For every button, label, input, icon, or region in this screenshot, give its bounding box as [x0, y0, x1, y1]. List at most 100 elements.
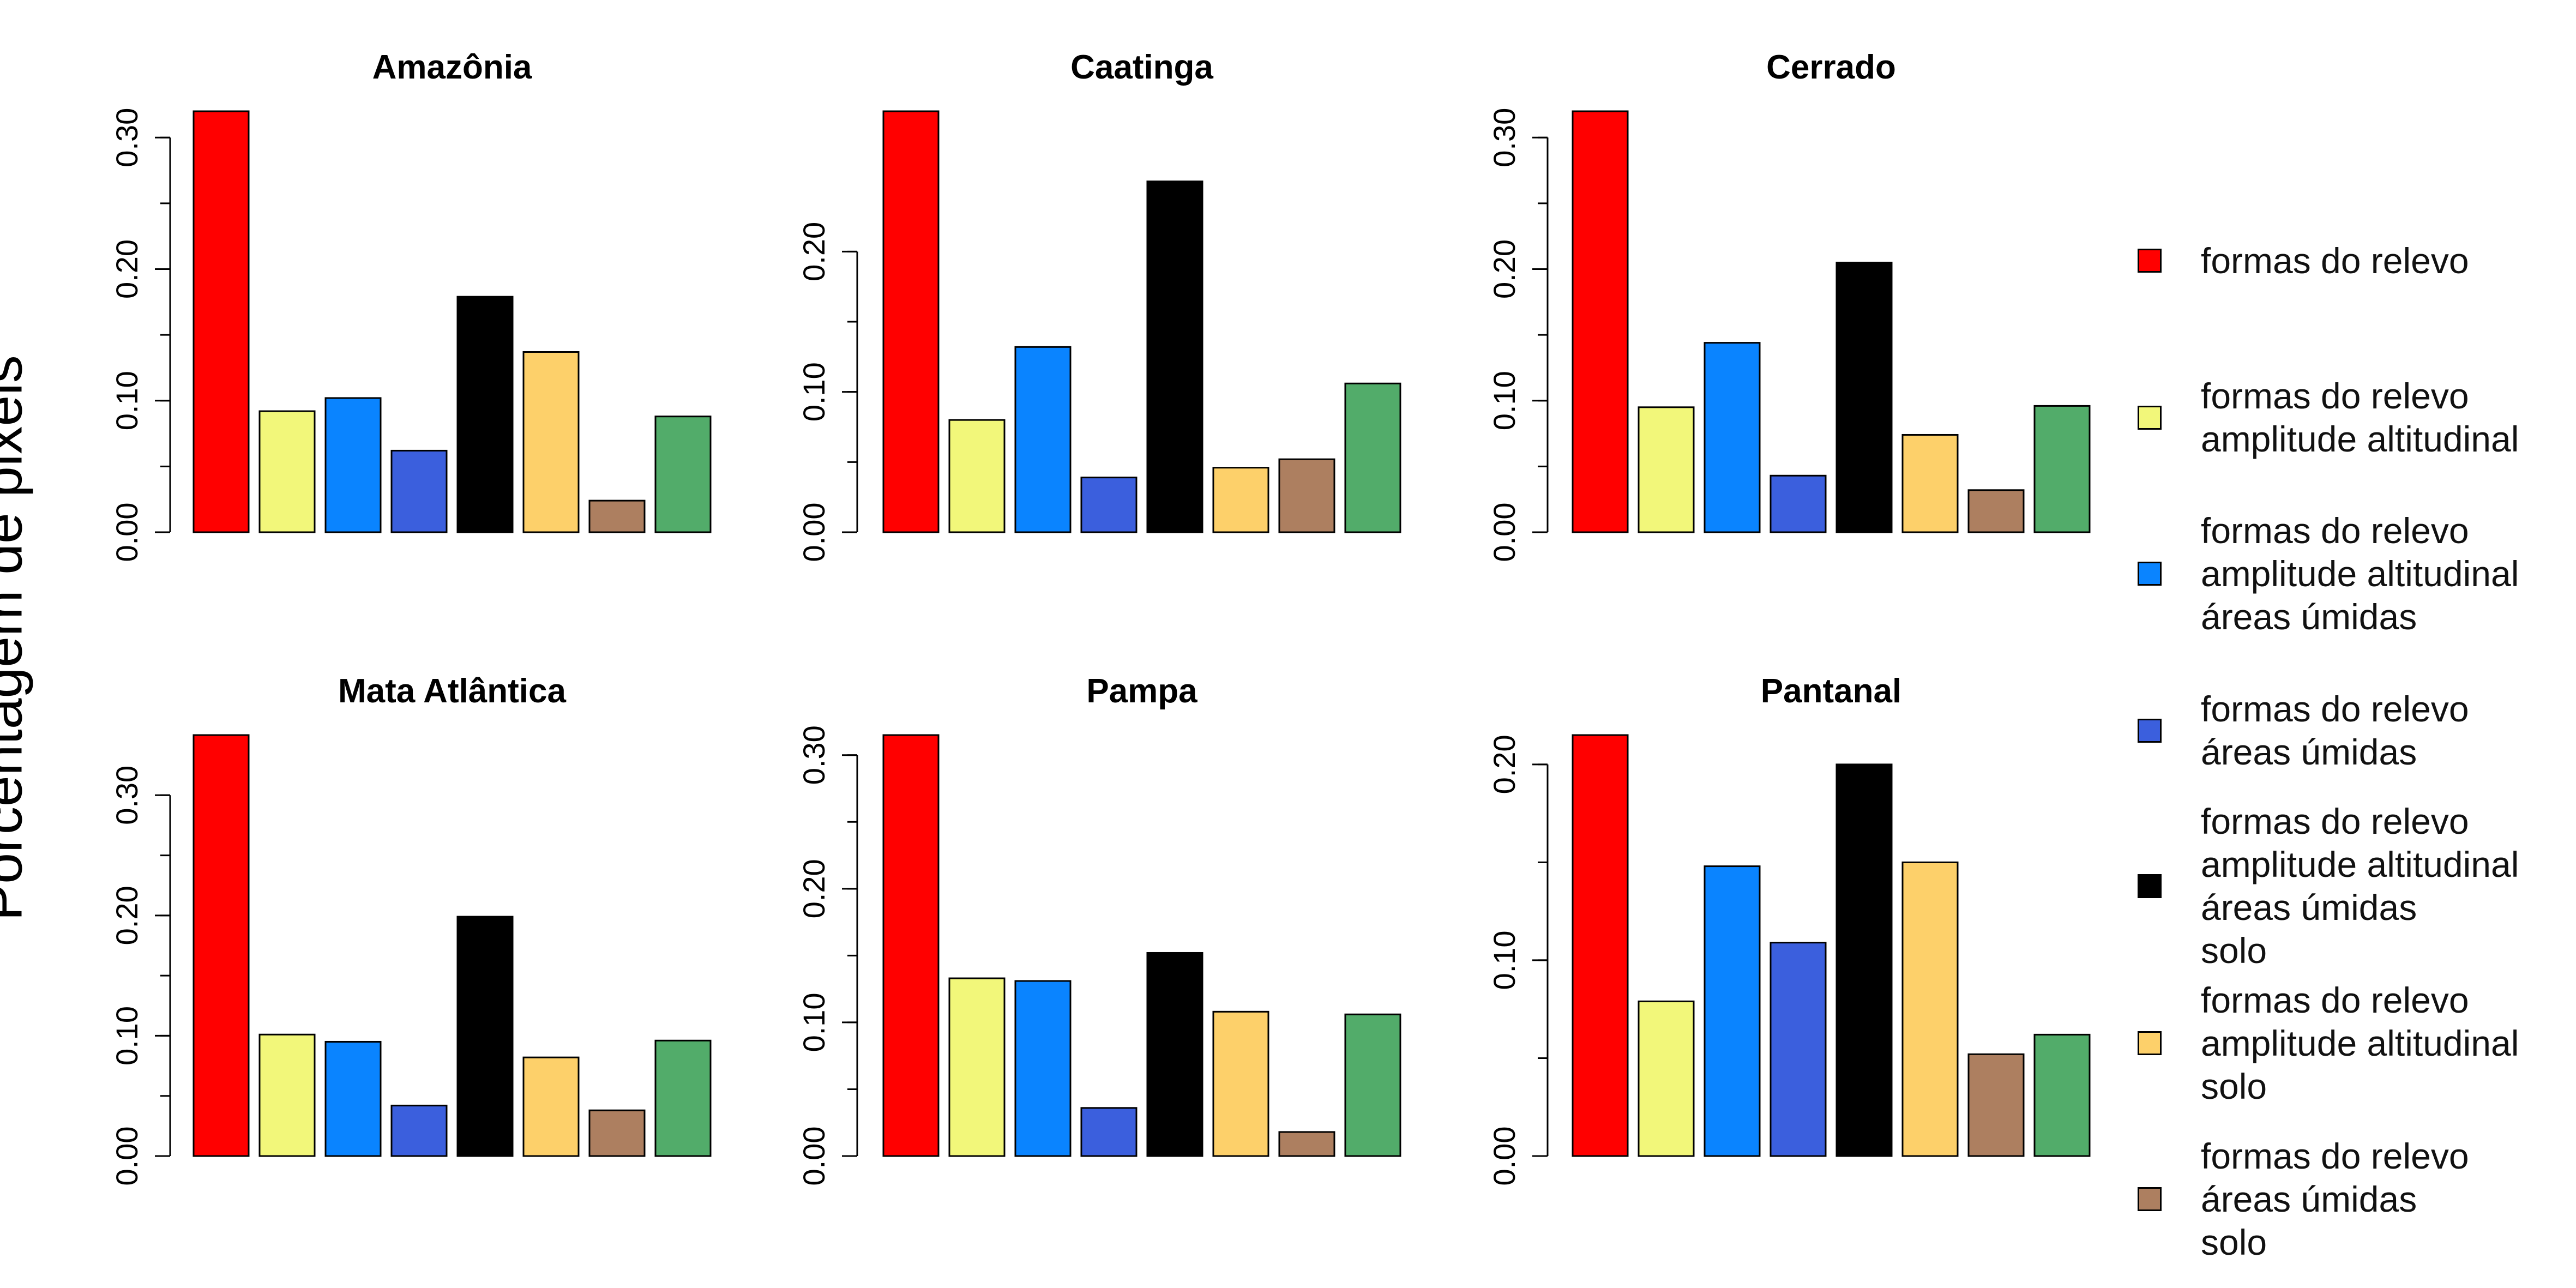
bar-cerrado-2 [1638, 406, 1695, 533]
panel-title-amaz-nia: Amazônia [372, 49, 532, 86]
bar-caatinga-5 [1146, 180, 1203, 533]
bar-cerrado-7 [1967, 489, 2025, 533]
y-tick-label: 0.20 [1487, 735, 1521, 794]
legend-swatch [2138, 1031, 2162, 1055]
y-tick-label: 0.00 [1487, 1127, 1521, 1186]
y-tick-label: 0.20 [797, 222, 831, 281]
y-tick-label: 0.20 [1487, 239, 1521, 299]
legend-label-line: solo [2201, 930, 2267, 971]
legend-label-line: formas do relevo [2201, 801, 2469, 841]
bar-caatinga-8 [1344, 382, 1401, 533]
bar-pantanal-6 [1901, 861, 1959, 1157]
bar-amaz-nia-3 [324, 397, 382, 533]
y-tick-label: 0.20 [110, 886, 144, 945]
legend-label-line: formas do relevo [2201, 1135, 2469, 1176]
panel-title-pampa: Pampa [1086, 672, 1197, 710]
y-tick-label: 0.00 [110, 503, 144, 562]
bar-mata-atl-ntica-1 [192, 734, 250, 1157]
legend-label-line: formas do relevo [2201, 376, 2469, 416]
legend-swatch [2138, 874, 2162, 898]
y-tick-label: 0.10 [1487, 930, 1521, 990]
bar-mata-atl-ntica-6 [522, 1056, 580, 1157]
legend-label-line: solo [2201, 1066, 2267, 1106]
bar-caatinga-2 [948, 419, 1006, 533]
bar-pantanal-1 [1572, 734, 1629, 1157]
y-tick-label: 0.20 [797, 859, 831, 918]
legend-swatch [2138, 1187, 2162, 1211]
bar-mata-atl-ntica-5 [456, 916, 514, 1157]
bar-pampa-6 [1212, 1010, 1269, 1157]
bar-mata-atl-ntica-3 [324, 1040, 382, 1157]
bar-cerrado-1 [1572, 110, 1629, 533]
legend-label-line: amplitude altitudinal [2201, 419, 2519, 459]
legend-label-line: áreas úmidas [2201, 596, 2417, 637]
bar-pantanal-7 [1967, 1053, 2025, 1157]
y-tick-label: 0.30 [1487, 108, 1521, 167]
legend-label-line: amplitude altitudinal [2201, 844, 2519, 884]
bar-caatinga-3 [1014, 346, 1072, 533]
legend-label: formas do relevo áreas úmidas solo [2201, 1135, 2469, 1264]
y-tick-label: 0.10 [797, 992, 831, 1052]
panel-title-cerrado: Cerrado [1766, 49, 1896, 86]
bar-cerrado-4 [1770, 474, 1827, 533]
bar-pantanal-8 [2033, 1033, 2091, 1157]
panel-title-mata-atl-ntica: Mata Atlântica [338, 672, 567, 710]
legend-label: formas do relevo áreas úmidas [2201, 688, 2469, 774]
legend-label-line: áreas úmidas [2201, 1178, 2417, 1219]
panel-title-pantanal: Pantanal [1761, 672, 1901, 710]
bar-pantanal-4 [1770, 942, 1827, 1157]
legend-label-line: formas do relevo [2201, 689, 2469, 729]
legend-swatch [2138, 406, 2162, 430]
bar-pantanal-2 [1638, 1000, 1695, 1157]
bar-amaz-nia-7 [588, 499, 646, 533]
y-tick-label: 0.30 [110, 108, 144, 167]
legend-label-line: amplitude altitudinal [2201, 1022, 2519, 1063]
bar-caatinga-1 [882, 110, 940, 533]
panel-title-caatinga: Caatinga [1070, 49, 1213, 86]
bar-pampa-2 [948, 977, 1006, 1157]
bar-pampa-7 [1278, 1131, 1335, 1157]
bar-pampa-3 [1014, 980, 1072, 1157]
bar-amaz-nia-4 [390, 449, 448, 533]
legend-label-line: formas do relevo [2201, 510, 2469, 551]
bar-amaz-nia-2 [258, 410, 316, 533]
bar-pampa-4 [1080, 1107, 1137, 1157]
bar-mata-atl-ntica-2 [258, 1033, 316, 1157]
bar-amaz-nia-1 [192, 110, 250, 533]
legend-label-line: áreas úmidas [2201, 887, 2417, 928]
legend-swatch [2138, 249, 2162, 273]
y-tick-label: 0.10 [110, 1006, 144, 1066]
bar-pampa-5 [1146, 952, 1203, 1157]
legend-swatch [2138, 562, 2162, 586]
y-tick-label: 0.00 [797, 1127, 831, 1186]
legend-label: formas do relevo amplitude altitudinal áre… [2201, 509, 2519, 639]
bar-amaz-nia-5 [456, 296, 514, 533]
legend-label: formas do relevo amplitude altitudinal [2201, 375, 2519, 461]
legend-label-line: formas do relevo [2201, 979, 2469, 1020]
legend-label-line: formas do relevo [2201, 240, 2469, 281]
bar-cerrado-8 [2033, 405, 2091, 533]
bar-pantanal-5 [1835, 763, 1893, 1157]
bar-pantanal-3 [1704, 865, 1761, 1157]
bar-amaz-nia-8 [654, 416, 712, 533]
bar-mata-atl-ntica-8 [654, 1039, 712, 1157]
legend-label-line: solo [2201, 1221, 2267, 1262]
legend-label-line: amplitude altitudinal [2201, 553, 2519, 594]
bar-caatinga-7 [1278, 458, 1335, 533]
y-axis-label-text: Porcentagem de pixels [0, 355, 34, 921]
bar-mata-atl-ntica-4 [390, 1104, 448, 1157]
y-tick-label: 0.00 [797, 503, 831, 562]
legend-label-line: áreas úmidas [2201, 732, 2417, 772]
y-tick-label: 0.00 [110, 1127, 144, 1186]
bar-pampa-8 [1344, 1013, 1401, 1157]
y-tick-label: 0.20 [110, 239, 144, 299]
bar-caatinga-6 [1212, 467, 1269, 533]
y-tick-label: 0.10 [1487, 371, 1521, 430]
legend-swatch [2138, 719, 2162, 743]
y-tick-label: 0.10 [110, 371, 144, 430]
bar-pampa-1 [882, 734, 940, 1157]
bar-cerrado-5 [1835, 261, 1893, 533]
bar-mata-atl-ntica-7 [588, 1109, 646, 1157]
bar-amaz-nia-6 [522, 351, 580, 533]
